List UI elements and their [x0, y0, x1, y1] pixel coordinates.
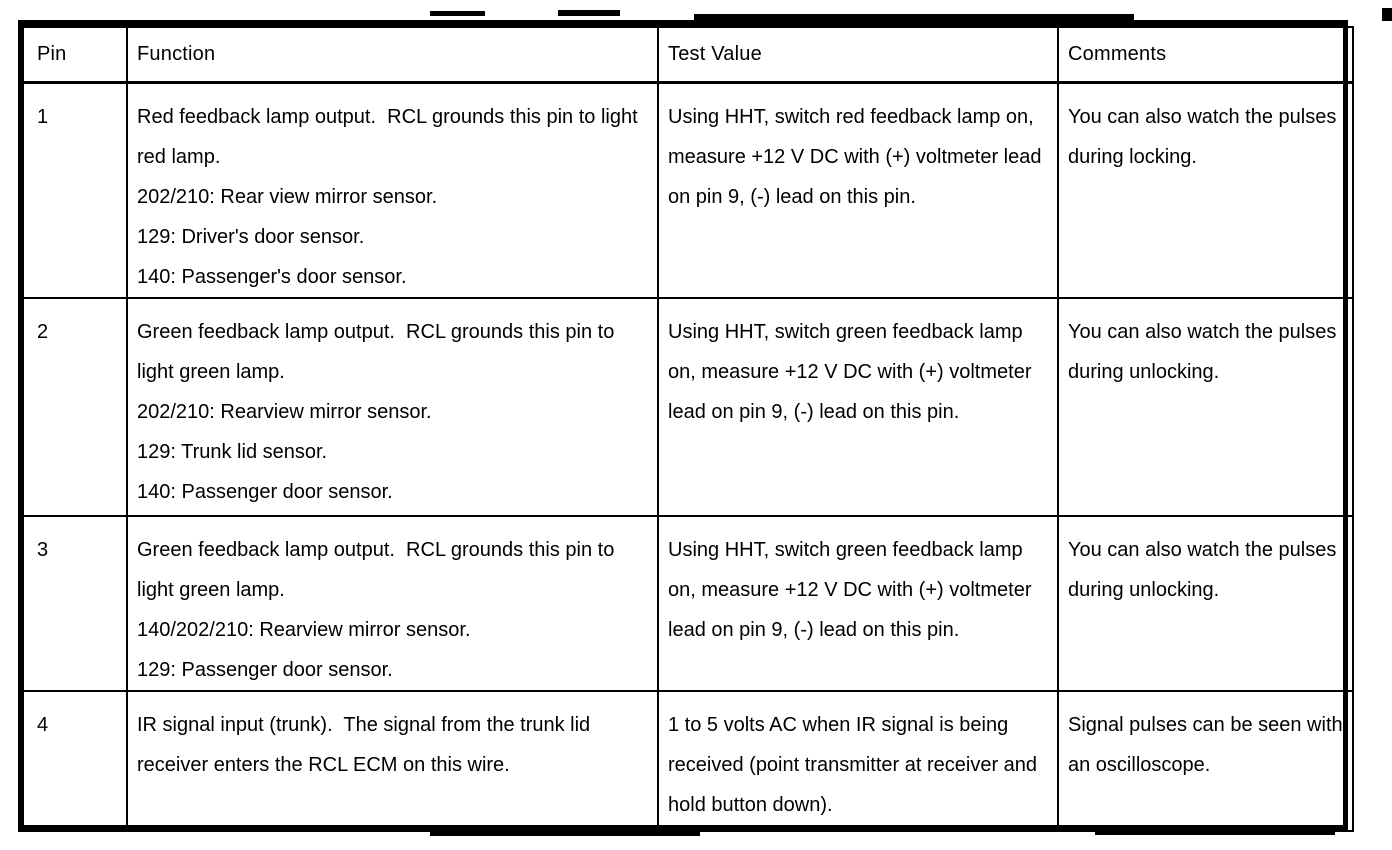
comments-cell: You can also watch the pulses during unl… — [1057, 296, 1354, 517]
scan-artifact — [558, 10, 620, 16]
comments-cell: You can also watch the pulses during loc… — [1057, 81, 1354, 299]
function-line: 140/202/210: Rearview mirror sensor. — [137, 618, 471, 641]
table-body: 1 Red feedback lamp output. RCL grounds t… — [22, 81, 1354, 832]
function-description: Green feedback lamp output. RCL grounds … — [137, 538, 620, 601]
function-description: Red feedback lamp output. RCL grounds th… — [137, 105, 644, 168]
header-row: Pin Function Test Value Comments — [22, 26, 1354, 84]
pin-cell: 3 — [22, 514, 128, 692]
function-line: 129: Passenger door sensor. — [137, 658, 393, 681]
pinout-table: Pin Function Test Value Comments 1 Red fe… — [22, 26, 1354, 832]
test-value-cell: Using HHT, switch red feedback lamp on, … — [657, 81, 1059, 299]
scan-artifact — [1382, 8, 1392, 21]
function-cell: IR signal input (trunk). The signal from… — [126, 689, 659, 832]
table-row: 1 Red feedback lamp output. RCL grounds t… — [22, 81, 1354, 299]
header-test-value: Test Value — [657, 26, 1059, 84]
test-value-cell: 1 to 5 volts AC when IR signal is being … — [657, 689, 1059, 832]
table-row: 3 Green feedback lamp output. RCL grounds… — [22, 514, 1354, 692]
function-line: 140: Passenger door sensor. — [137, 480, 393, 503]
function-cell: Green feedback lamp output. RCL grounds … — [126, 514, 659, 692]
function-description: IR signal input (trunk). The signal from… — [137, 713, 596, 776]
test-value-cell: Using HHT, switch green feedback lamp on… — [657, 296, 1059, 517]
function-line: 129: Trunk lid sensor. — [137, 440, 328, 463]
pin-cell: 4 — [22, 689, 128, 832]
function-line: 202/210: Rearview mirror sensor. — [137, 400, 432, 423]
scan-artifact — [430, 11, 485, 16]
pinout-table-frame: Pin Function Test Value Comments 1 Red fe… — [18, 20, 1354, 832]
function-line: 202/210: Rear view mirror sensor. — [137, 185, 438, 208]
comments-cell: You can also watch the pulses during unl… — [1057, 514, 1354, 692]
table-row: 2 Green feedback lamp output. RCL grounds… — [22, 296, 1354, 517]
scan-artifact — [694, 14, 1134, 24]
table-row: 4 IR signal input (trunk). The signal fro… — [22, 689, 1354, 832]
scan-artifact — [430, 830, 700, 836]
header-function: Function — [126, 26, 659, 84]
function-line: 129: Driver's door sensor. — [137, 225, 365, 248]
function-cell: Red feedback lamp output. RCL grounds th… — [126, 81, 659, 299]
function-description: Green feedback lamp output. RCL grounds … — [137, 320, 620, 383]
pin-cell: 2 — [22, 296, 128, 517]
header-pin: Pin — [22, 26, 128, 84]
function-line: 140: Passenger's door sensor. — [137, 265, 407, 288]
scan-artifact — [1095, 829, 1335, 835]
header-comments: Comments — [1057, 26, 1354, 84]
pin-cell: 1 — [22, 81, 128, 299]
test-value-cell: Using HHT, switch green feedback lamp on… — [657, 514, 1059, 692]
comments-cell: Signal pulses can be seen with an oscill… — [1057, 689, 1354, 832]
function-cell: Green feedback lamp output. RCL grounds … — [126, 296, 659, 517]
